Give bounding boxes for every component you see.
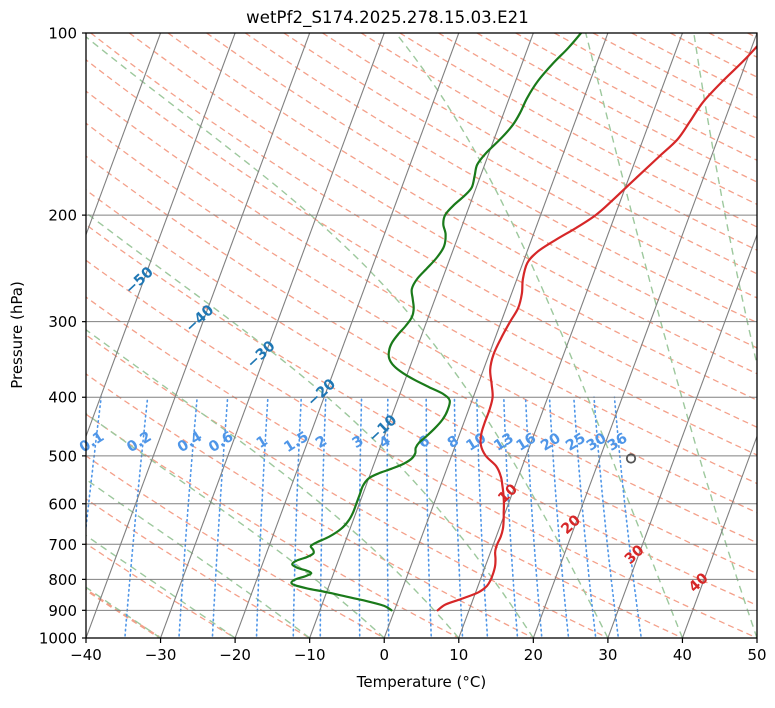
y-tick-label: 1000 xyxy=(39,630,77,648)
isotherm-line xyxy=(86,33,311,638)
dry-adiabat-line xyxy=(86,189,757,575)
x-tick-label: 40 xyxy=(673,646,692,664)
y-tick-label: 200 xyxy=(48,207,77,225)
moist-adiabat-line xyxy=(86,478,311,638)
mixing-ratio-line xyxy=(86,396,102,535)
plot-border xyxy=(85,32,758,639)
x-tick-label: 0 xyxy=(379,646,389,664)
x-tick-label: −10 xyxy=(294,646,326,664)
mixing-ratio-line xyxy=(548,396,570,638)
y-tick-label: 500 xyxy=(48,447,77,465)
isotherm-line xyxy=(681,434,757,638)
y-tick-label: 800 xyxy=(48,571,77,589)
dry-adiabat-line xyxy=(167,33,757,375)
isotherm-line xyxy=(532,33,757,638)
x-tick-label: 10 xyxy=(449,646,468,664)
mixing-ratio-line xyxy=(573,396,597,638)
dry-adiabat-line xyxy=(322,33,757,275)
x-tick-label: 20 xyxy=(524,646,543,664)
dry-adiabat-line xyxy=(86,259,755,638)
y-tick-label: 600 xyxy=(48,495,77,513)
moist-adiabat-line xyxy=(693,33,757,368)
mixing-ratio-line xyxy=(425,396,433,638)
y-axis-label: Pressure (hPa) xyxy=(8,281,26,389)
mixing-ratio-line xyxy=(358,396,363,638)
dry-adiabat-line xyxy=(86,334,606,638)
sounding-curve-temperature xyxy=(436,44,757,612)
dry-adiabat-line xyxy=(206,33,757,349)
dry-adiabat-line xyxy=(86,90,757,485)
dry-adiabat-line xyxy=(86,455,383,638)
isotherm-line xyxy=(458,33,683,638)
y-tick-label: 100 xyxy=(48,25,77,43)
isotherm-line xyxy=(309,33,534,638)
mixing-ratio-line xyxy=(178,396,198,638)
mixing-ratio-line xyxy=(255,396,269,638)
x-tick-label: −20 xyxy=(219,646,251,664)
lcl-marker xyxy=(625,453,637,464)
y-tick-label: 300 xyxy=(48,313,77,331)
dry-adiabat-line xyxy=(86,155,757,544)
moist-adiabat-line xyxy=(86,211,534,638)
mixing-ratio-line xyxy=(476,396,489,638)
isotherm-line xyxy=(86,33,162,237)
mixing-ratio-line xyxy=(453,396,464,638)
dry-adiabat-line xyxy=(86,223,757,607)
moist-adiabat-line xyxy=(86,412,385,638)
dry-adiabat-line xyxy=(86,413,458,638)
dry-adiabat-line xyxy=(86,498,309,638)
mixing-ratio-line xyxy=(386,396,390,638)
x-axis-ticks: −40 −30 −20 −10 0 10 20 30 40 50 xyxy=(70,638,767,664)
x-tick-label: 30 xyxy=(598,646,617,664)
isotherm-line xyxy=(86,33,236,438)
isotherm-line xyxy=(160,33,385,638)
mixing-ratio-line xyxy=(319,396,327,638)
x-tick-label: 50 xyxy=(747,646,766,664)
moist-adiabat-line xyxy=(86,35,609,638)
isotherm-lines xyxy=(86,33,757,638)
moist-adiabat-line xyxy=(395,33,684,638)
y-tick-label: 700 xyxy=(48,536,77,554)
dry-adiabat-line xyxy=(86,122,757,514)
mixing-ratio-line xyxy=(503,396,519,638)
dry-adiabat-line xyxy=(283,33,757,299)
dry-adiabat-line xyxy=(476,33,757,183)
markers-group xyxy=(625,453,637,464)
isotherm-line xyxy=(234,33,460,638)
mixing-ratio-line xyxy=(292,396,303,638)
mixing-ratio-line xyxy=(524,396,543,638)
dry-adiabat-line xyxy=(86,373,532,638)
mixing-ratio-line xyxy=(211,396,229,638)
y-tick-label: 400 xyxy=(48,389,77,407)
dry-adiabat-line xyxy=(244,33,757,324)
y-tick-label: 900 xyxy=(48,602,77,620)
isotherm-line xyxy=(607,233,757,638)
mixing-ratio-line xyxy=(613,396,643,638)
sounding-curves xyxy=(290,33,757,612)
x-tick-label: −30 xyxy=(145,646,177,664)
dry-adiabat-line xyxy=(86,542,234,638)
mixing-ratio-line xyxy=(124,396,149,638)
chart-title: wetPf2_S174.2025.278.15.03.E21 xyxy=(246,8,529,27)
y-axis-ticks: 1000 900 800 700 600 500 400 300 200 100 xyxy=(39,25,86,648)
dry-adiabat-line xyxy=(128,33,757,401)
isotherm-line xyxy=(383,33,609,638)
sounding-curve-dewpoint xyxy=(290,33,583,612)
dry-adiabat-line xyxy=(86,296,681,638)
x-axis-label: Temperature (°C) xyxy=(356,673,486,691)
x-tick-label: −40 xyxy=(70,646,102,664)
